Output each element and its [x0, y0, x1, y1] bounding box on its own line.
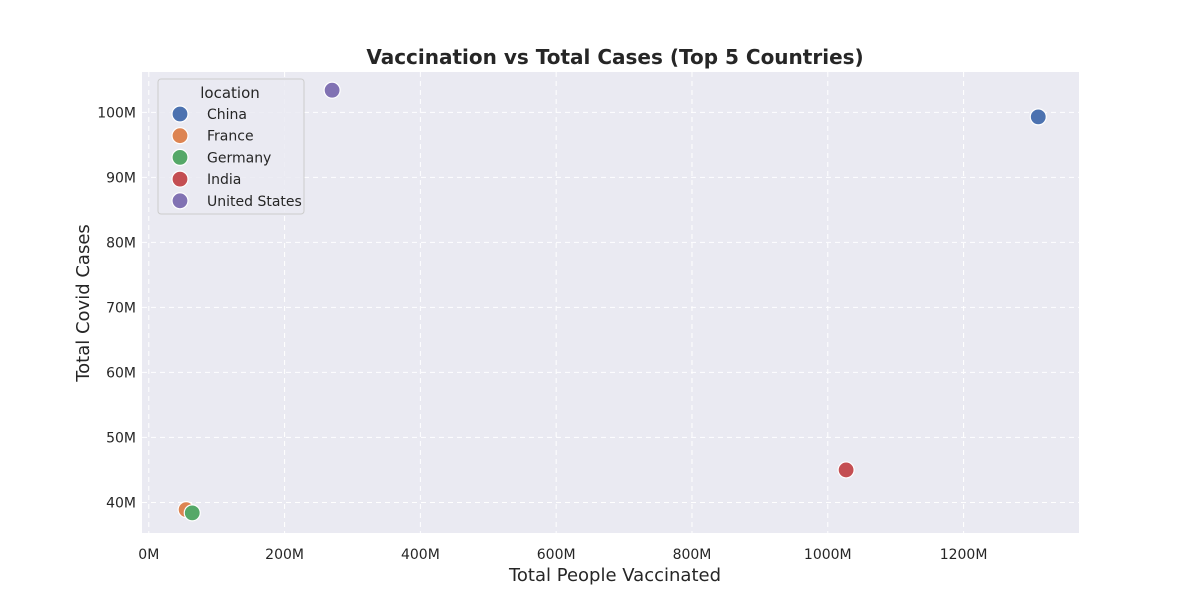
- x-tick-label: 400M: [401, 547, 440, 563]
- y-axis-ticks: 40M 50M 60M 70M 80M 90M 100M: [97, 105, 136, 511]
- x-tick-label: 600M: [537, 547, 576, 563]
- y-tick-label: 40M: [106, 495, 136, 511]
- legend-marker: [171, 148, 189, 166]
- data-point-germany: [183, 504, 201, 522]
- y-tick-label: 80M: [106, 235, 136, 251]
- legend: location China France Germany India United S…: [157, 78, 305, 215]
- x-axis-label: Total People Vaccinated: [508, 565, 721, 586]
- legend-label: India: [207, 172, 241, 188]
- x-axis-ticks: 0M 200M 400M 600M 800M 1000M 1200M: [138, 547, 987, 563]
- x-tick-label: 800M: [673, 547, 712, 563]
- chart-title: Vaccination vs Total Cases (Top 5 Countr…: [366, 45, 863, 69]
- data-point-india: [837, 461, 855, 479]
- y-tick-label: 100M: [97, 105, 136, 121]
- y-tick-label: 90M: [106, 170, 136, 186]
- x-tick-label: 200M: [265, 547, 304, 563]
- legend-label: China: [207, 107, 247, 123]
- data-point-united-states: [323, 81, 341, 99]
- legend-title: location: [200, 84, 260, 102]
- y-tick-label: 60M: [106, 365, 136, 381]
- x-tick-label: 1000M: [804, 547, 852, 563]
- legend-marker: [171, 170, 189, 188]
- legend-marker: [171, 192, 189, 210]
- legend-marker: [171, 105, 189, 123]
- legend-items: China France Germany India United States: [171, 105, 302, 210]
- data-points: [177, 81, 1047, 522]
- x-tick-label: 0M: [138, 547, 159, 563]
- y-axis-label: Total Covid Cases: [73, 224, 94, 383]
- legend-label: United States: [207, 194, 302, 210]
- data-point-china: [1029, 108, 1047, 126]
- x-tick-label: 1200M: [940, 547, 988, 563]
- legend-marker: [171, 127, 189, 145]
- y-tick-label: 50M: [106, 430, 136, 446]
- legend-label: France: [207, 129, 254, 145]
- legend-box: [157, 78, 305, 215]
- legend-label: Germany: [207, 150, 271, 166]
- y-tick-label: 70M: [106, 300, 136, 316]
